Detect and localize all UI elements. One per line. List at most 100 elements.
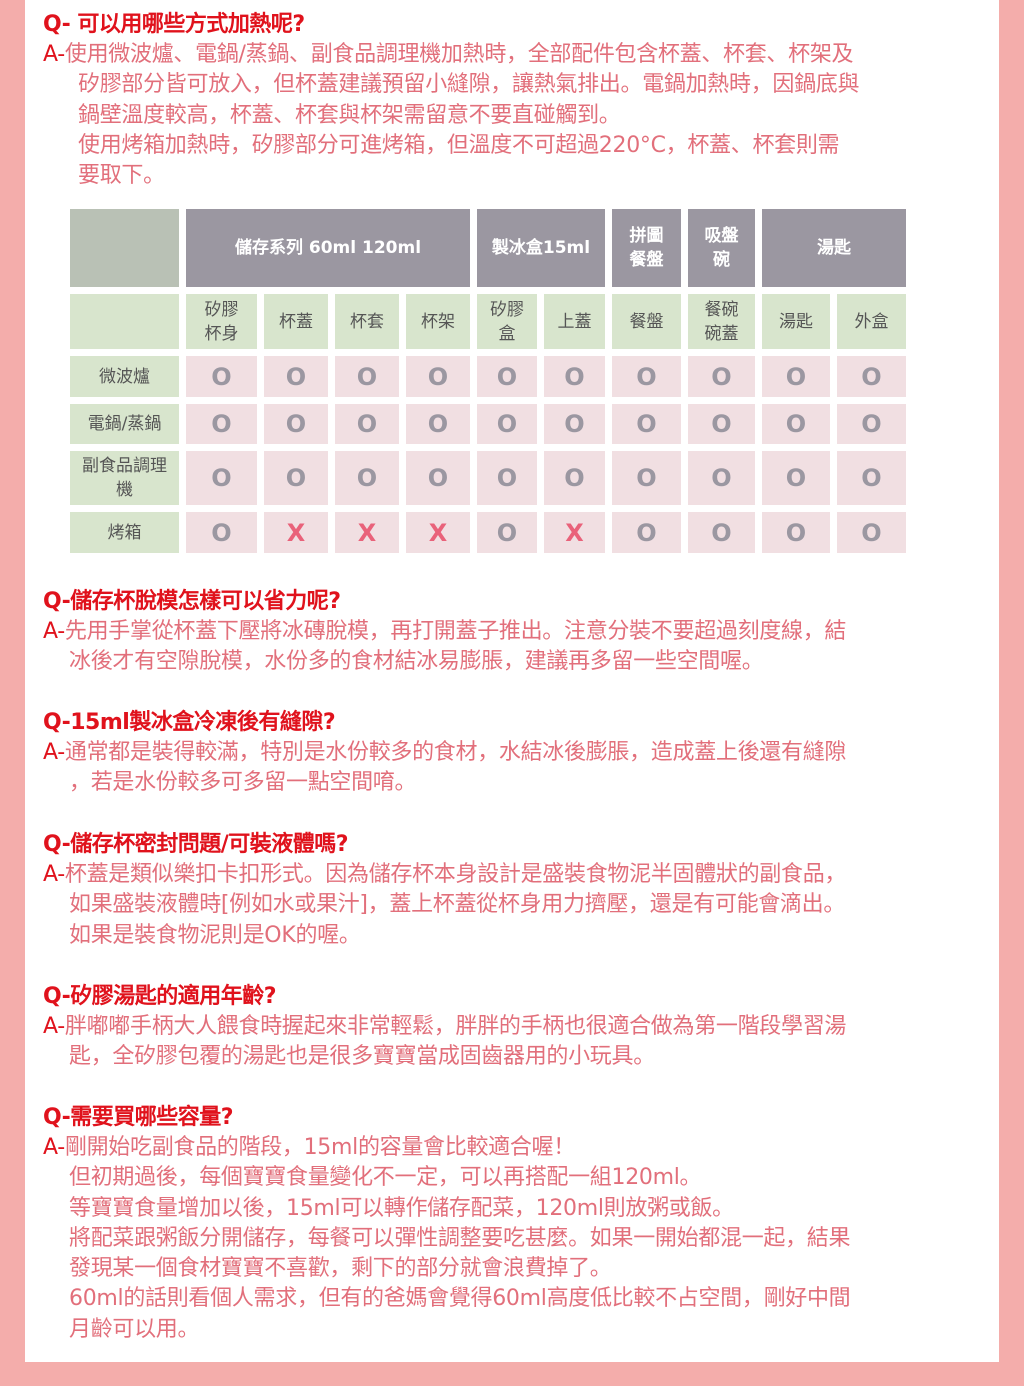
heating-method-label: 烤箱 (70, 512, 179, 553)
item-header: 上蓋 (544, 294, 605, 349)
allowed-mark: O (406, 451, 470, 505)
item-header: 杯套 (335, 294, 399, 349)
faq-item: Q-矽膠湯匙的適用年齡? A-胖嘟嘟手柄大人餵食時握起來非常輕鬆，胖胖的手柄也很適… (43, 982, 993, 1073)
item-header: 矽膠 盒 (477, 294, 537, 349)
answer-prefix: A- (43, 1014, 65, 1039)
item-header: 矽膠 杯身 (186, 294, 257, 349)
allowed-mark: O (544, 404, 605, 444)
faq-answer: A-使用微波爐、電鍋/蒸鍋、副食品調理機加熱時，全部配件包含杯蓋、杯套、杯架及矽… (43, 40, 993, 191)
allowed-mark: O (612, 512, 681, 553)
answer-line: 要取下。 (78, 163, 165, 189)
product-group-header: 湯匙 (762, 209, 906, 287)
answer-line: 剛開始吃副食品的階段，15ml的容量會比較適合喔！ (64, 1135, 575, 1160)
answer-line: 如果是裝食物泥則是OK的喔。 (69, 922, 361, 948)
item-header: 餐盤 (612, 294, 681, 349)
not-allowed-mark: X (335, 512, 399, 553)
allowed-mark: O (477, 451, 537, 505)
answer-line: 但初期過後，每個寶寶食量變化不一定，可以再搭配一組120ml。 (69, 1165, 702, 1191)
allowed-mark: O (335, 404, 399, 444)
faq-question: Q-矽膠湯匙的適用年齡? (43, 984, 277, 1009)
allowed-mark: O (186, 404, 257, 444)
answer-prefix: A- (43, 1135, 65, 1160)
allowed-mark: O (612, 404, 681, 444)
heating-compatibility-table: 儲存系列 60ml 120ml 製冰盒15ml 拼圖 餐盤 吸盤 碗湯匙 矽膠 杯身 杯蓋… (70, 209, 906, 553)
allowed-mark: O (837, 451, 906, 505)
answer-line: 月齡可以用。 (69, 1316, 200, 1342)
answer-line: 60ml的話則看個人需求，但有的爸媽會覺得60ml高度低比較不占空間，剛好中間 (69, 1286, 851, 1312)
not-allowed-mark: X (264, 512, 328, 553)
answer-line: ，若是水份較多可多留一點空間唷。 (69, 770, 417, 796)
product-group-header: 儲存系列 60ml 120ml (186, 209, 470, 287)
not-allowed-mark: X (544, 512, 605, 553)
faq-item: Q-儲存杯密封問題/可裝液體嗎? A-杯蓋是類似樂扣卡扣形式。因為儲存杯本身設計是… (43, 830, 993, 951)
answer-line: 匙，全矽膠包覆的湯匙也是很多寶寶當成固齒器用的小玩具。 (69, 1044, 655, 1070)
allowed-mark: O (544, 451, 605, 505)
faq-item: Q-15ml製冰盒冷凍後有縫隙? A-通常都是裝得較滿，特別是水份較多的食材，水結… (43, 708, 993, 799)
answer-line: 通常都是裝得較滿，特別是水份較多的食材，水結冰後膨脹，造成蓋上後還有縫隙 (64, 740, 847, 765)
answer-prefix: A- (43, 42, 65, 67)
answer-line: 如果盛裝液體時[例如水或果汁]，蓋上杯蓋從杯身用力擠壓，還是有可能會滴出。 (69, 892, 846, 918)
product-group-header: 吸盤 碗 (688, 209, 755, 287)
product-group-header: 拼圖 餐盤 (612, 209, 681, 287)
allowed-mark: O (837, 356, 906, 397)
allowed-mark: O (762, 512, 830, 553)
allowed-mark: O (477, 356, 537, 397)
allowed-mark: O (406, 404, 470, 444)
item-header: 外盒 (837, 294, 906, 349)
item-header: 湯匙 (762, 294, 830, 349)
heating-method-label: 電鍋/蒸鍋 (70, 404, 179, 444)
item-header: 餐碗 碗蓋 (688, 294, 755, 349)
answer-line: 使用烤箱加熱時，矽膠部分可進烤箱，但溫度不可超過220°C，杯蓋、杯套則需 (78, 132, 840, 158)
faq-answer: A-先用手掌從杯蓋下壓將冰磚脫模，再打開蓋子推出。注意分裝不要超過刻度線，結 冰後… (43, 617, 993, 678)
answer-line: 鍋壁溫度較高，杯蓋、杯套與杯架需留意不要直碰觸到。 (78, 102, 621, 128)
allowed-mark: O (688, 356, 755, 397)
allowed-mark: O (264, 451, 328, 505)
allowed-mark: O (186, 356, 257, 397)
allowed-mark: O (186, 451, 257, 505)
allowed-mark: O (335, 451, 399, 505)
faq-answer: A-杯蓋是類似樂扣卡扣形式。因為儲存杯本身設計是盛裝食物泥半固體狀的副食品， 如果… (43, 860, 993, 951)
answer-prefix: A- (43, 862, 65, 887)
answer-line: 胖嘟嘟手柄大人餵食時握起來非常輕鬆，胖胖的手柄也很適合做為第一階段學習湯 (64, 1014, 847, 1039)
faq-answer: A-胖嘟嘟手柄大人餵食時握起來非常輕鬆，胖胖的手柄也很適合做為第一階段學習湯匙，… (43, 1012, 993, 1073)
faq-question: Q-需要買哪些容量? (43, 1105, 234, 1130)
table-corner-sub (70, 294, 179, 349)
allowed-mark: O (612, 356, 681, 397)
answer-prefix: A- (43, 619, 65, 644)
allowed-mark: O (406, 356, 470, 397)
allowed-mark: O (264, 404, 328, 444)
faq-item: Q-需要買哪些容量? A-剛開始吃副食品的階段，15ml的容量會比較適合喔！ 但初期… (43, 1103, 993, 1345)
allowed-mark: O (688, 451, 755, 505)
allowed-mark: O (544, 356, 605, 397)
allowed-mark: O (837, 404, 906, 444)
answer-line: 使用微波爐、電鍋/蒸鍋、副食品調理機加熱時，全部配件包含杯蓋、杯套、杯架及 (64, 42, 854, 67)
item-header: 杯蓋 (264, 294, 328, 349)
allowed-mark: O (762, 356, 830, 397)
faq-page: Q- 可以用哪些方式加熱呢? A-使用微波爐、電鍋/蒸鍋、副食品調理機加熱時，全部… (25, 0, 999, 1362)
faq-question: Q-儲存杯脫模怎樣可以省力呢? (43, 589, 341, 614)
allowed-mark: O (264, 356, 328, 397)
heating-method-label: 微波爐 (70, 356, 179, 397)
faq-item: Q-儲存杯脫模怎樣可以省力呢? A-先用手掌從杯蓋下壓將冰磚脫模，再打開蓋子推出。… (43, 587, 993, 678)
faq-question: Q- 可以用哪些方式加熱呢? (43, 12, 305, 37)
allowed-mark: O (837, 512, 906, 553)
allowed-mark: O (477, 512, 537, 553)
answer-line: 杯蓋是類似樂扣卡扣形式。因為儲存杯本身設計是盛裝食物泥半固體狀的副食品， (64, 862, 847, 887)
allowed-mark: O (762, 404, 830, 444)
allowed-mark: O (612, 451, 681, 505)
faq-answer: A-通常都是裝得較滿，特別是水份較多的食材，水結冰後膨脹，造成蓋上後還有縫隙 ，若… (43, 738, 993, 799)
allowed-mark: O (688, 404, 755, 444)
faq-question: Q-15ml製冰盒冷凍後有縫隙? (43, 710, 336, 735)
faq-item: Q- 可以用哪些方式加熱呢? A-使用微波爐、電鍋/蒸鍋、副食品調理機加熱時，全部… (43, 10, 993, 191)
faq-question: Q-儲存杯密封問題/可裝液體嗎? (43, 832, 349, 857)
table-corner (70, 209, 179, 287)
answer-line: 等寶寶食量增加以後，15ml可以轉作儲存配菜，120ml則放粥或飯。 (69, 1195, 734, 1221)
allowed-mark: O (335, 356, 399, 397)
item-header: 杯架 (406, 294, 470, 349)
answer-line: 先用手掌從杯蓋下壓將冰磚脫模，再打開蓋子推出。注意分裝不要超過刻度線，結 (64, 619, 847, 644)
allowed-mark: O (477, 404, 537, 444)
answer-line: 矽膠部分皆可放入，但杯蓋建議預留小縫隙，讓熱氣排出。電鍋加熱時，因鍋底與 (78, 72, 860, 98)
not-allowed-mark: X (406, 512, 470, 553)
answer-prefix: A- (43, 740, 65, 765)
heating-method-label: 副食品調理 機 (70, 451, 179, 505)
